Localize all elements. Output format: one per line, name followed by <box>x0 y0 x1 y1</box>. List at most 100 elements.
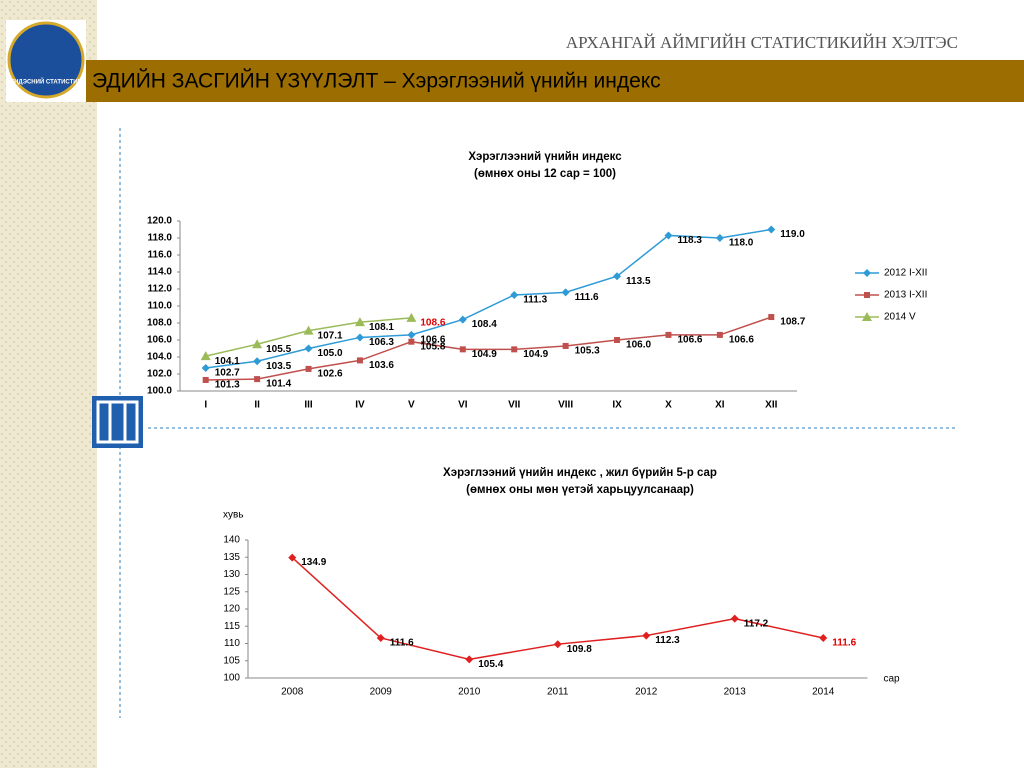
marker <box>715 234 724 242</box>
x-tick-label: VI <box>458 400 468 411</box>
x-tick-label: 2008 <box>281 687 304 698</box>
marker <box>254 376 261 383</box>
marker <box>465 655 474 664</box>
data-label: 118.0 <box>729 238 754 249</box>
data-label: 103.6 <box>369 360 394 371</box>
y-tick-label: 110 <box>224 638 240 649</box>
y-tick-label: 106.0 <box>147 335 172 346</box>
data-label: 108.1 <box>369 322 394 333</box>
marker <box>202 376 209 383</box>
organization: АРХАНГАЙ АЙМГИЙН СТАТИСТИКИЙН ХЭЛТЭС <box>566 33 958 52</box>
data-label: 118.3 <box>677 235 702 246</box>
marker <box>252 339 263 349</box>
side-strip <box>0 0 97 768</box>
x-tick-label: V <box>408 400 415 411</box>
x-tick-label: 2011 <box>547 687 569 698</box>
marker <box>561 288 570 297</box>
marker <box>664 231 673 240</box>
data-label: 102.6 <box>318 369 343 380</box>
data-label: 117.2 <box>744 618 769 629</box>
x-tick-label: IV <box>355 400 365 411</box>
y-tick-label: 140 <box>223 535 240 546</box>
data-label: 105.3 <box>575 346 600 357</box>
marker <box>665 331 672 338</box>
data-label: 108.4 <box>472 319 497 330</box>
y-tick-label: 100 <box>223 673 240 684</box>
logo <box>7 21 85 99</box>
marker <box>253 357 262 366</box>
marker <box>201 364 210 373</box>
marker <box>459 346 466 353</box>
series-line <box>205 316 772 381</box>
slide-title: ЭДИЙН ЗАСГИЙН ҮЗҮҮЛЭЛТ – Хэрэглээний үни… <box>92 69 661 93</box>
marker <box>642 631 651 640</box>
marker <box>355 333 364 342</box>
x-tick-label: 2010 <box>458 687 481 698</box>
data-label: 106.0 <box>626 340 651 351</box>
title-bar <box>85 60 1024 102</box>
data-label: 101.4 <box>266 379 291 390</box>
data-label: 103.5 <box>266 361 291 372</box>
x-tick-label: VII <box>508 400 520 411</box>
y-tick-label: 114.0 <box>148 267 173 278</box>
marker <box>406 312 417 322</box>
marker <box>407 330 416 339</box>
logo-text: ҮНДЭСНИЙ СТАТИСТИК <box>11 78 82 86</box>
marker <box>767 225 776 234</box>
y-tick-label: 100.0 <box>147 386 172 397</box>
data-label: 113.5 <box>626 276 651 287</box>
marker <box>376 633 385 642</box>
marker <box>354 317 365 327</box>
marker <box>716 331 723 338</box>
legend-label: 2013 I-XII <box>884 290 927 301</box>
y-tick-label: 135 <box>223 552 240 563</box>
x-tick-label: XII <box>765 400 777 411</box>
data-label: 111.3 <box>523 295 547 306</box>
chart-title: Хэрэглээний үнийн индекс <box>468 151 622 163</box>
marker <box>458 315 467 324</box>
marker <box>200 351 211 361</box>
data-label: 106.6 <box>677 335 702 346</box>
data-label: 104.1 <box>215 356 240 367</box>
x-tick-label: 2012 <box>635 687 658 698</box>
marker <box>730 614 739 623</box>
data-label: 105.8 <box>420 341 445 352</box>
y-tick-label: 118.0 <box>148 233 173 244</box>
data-label: 104.9 <box>472 349 497 360</box>
y-tick-label: 125 <box>223 586 240 597</box>
x-tick-label: XI <box>715 400 725 411</box>
data-label: 112.3 <box>655 635 680 646</box>
data-label: 119.0 <box>780 229 805 240</box>
x-tick-label: IX <box>612 400 622 411</box>
data-label: 108.7 <box>780 317 805 328</box>
data-label: 111.6 <box>832 638 856 649</box>
chart-subtitle: (өмнөх оны 12 сар = 100) <box>474 168 616 180</box>
y-tick-label: 104.0 <box>147 352 172 363</box>
y-tick-label: 112.0 <box>148 284 173 295</box>
chart-title: Хэрэглээний үнийн индекс , жил бүрийн 5-… <box>443 467 717 479</box>
marker <box>819 633 828 642</box>
data-label: 105.0 <box>318 348 343 359</box>
data-label: 109.8 <box>567 644 592 655</box>
data-label: 111.6 <box>390 638 414 649</box>
y-tick-label: 102.0 <box>147 369 172 380</box>
y-tick-label: 110.0 <box>148 301 173 312</box>
data-label: 111.6 <box>575 292 599 303</box>
marker <box>305 365 312 372</box>
marker <box>304 344 313 353</box>
y-axis-label: хувь <box>223 510 244 521</box>
legend-label: 2014 V <box>884 312 916 323</box>
x-tick-label: II <box>254 400 260 411</box>
marker <box>303 325 314 335</box>
data-label: 105.5 <box>266 344 291 355</box>
x-tick-label: VIII <box>558 400 573 411</box>
data-label: 134.9 <box>301 557 326 568</box>
data-label: 102.7 <box>215 368 240 379</box>
marker <box>553 640 562 649</box>
series-line <box>205 228 772 369</box>
legend-marker <box>863 269 871 277</box>
legend-label: 2012 I-XII <box>884 268 927 279</box>
y-tick-label: 105 <box>223 655 240 666</box>
data-label: 106.6 <box>729 335 754 346</box>
